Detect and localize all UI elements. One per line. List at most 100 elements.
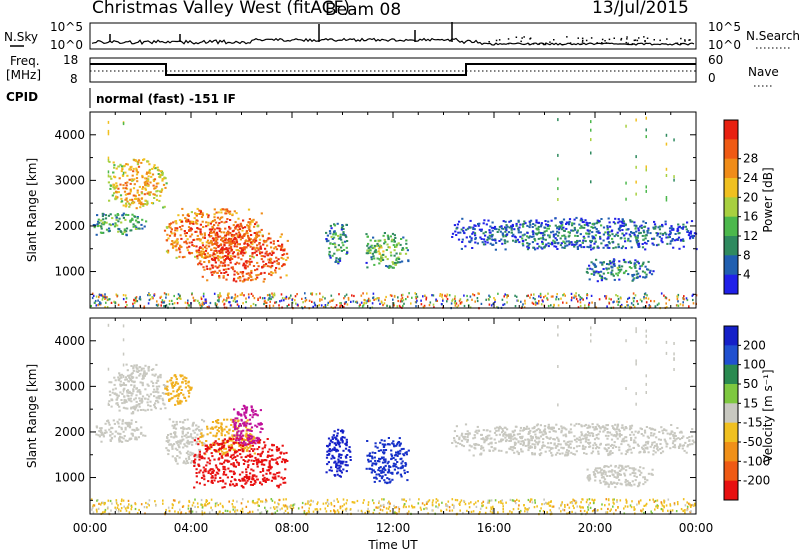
echo-cell bbox=[381, 477, 383, 479]
echo-cell bbox=[607, 231, 609, 233]
echo-cell bbox=[233, 438, 235, 440]
echo-cell bbox=[383, 235, 385, 237]
echo-cell bbox=[408, 450, 410, 452]
ground-scatter-cell bbox=[279, 300, 281, 302]
echo-cell bbox=[387, 258, 389, 260]
echo-cell bbox=[638, 243, 640, 245]
echo-cell bbox=[140, 409, 142, 411]
echo-cell bbox=[371, 468, 373, 470]
echo-cell bbox=[213, 253, 215, 255]
echo-cell bbox=[247, 480, 249, 482]
echo-cell bbox=[538, 246, 540, 248]
echo-cell bbox=[543, 227, 545, 229]
echo-cell bbox=[615, 234, 617, 236]
echo-cell bbox=[371, 465, 373, 467]
ground-scatter-cell bbox=[433, 304, 435, 306]
echo-cell bbox=[196, 481, 198, 483]
echo-cell bbox=[483, 219, 485, 221]
echo-cell bbox=[246, 230, 248, 232]
echo-cell bbox=[250, 234, 252, 236]
echo-cell bbox=[151, 202, 153, 204]
echo-cell bbox=[385, 449, 387, 451]
echo-cell bbox=[119, 184, 121, 186]
echo-cell bbox=[137, 192, 139, 194]
echo-cell bbox=[504, 242, 506, 244]
echo-cell bbox=[379, 442, 381, 444]
echo-cell bbox=[141, 228, 143, 230]
echo-cell bbox=[213, 250, 215, 252]
echo-cell bbox=[557, 235, 559, 237]
echo-cell bbox=[483, 222, 485, 224]
echo-cell bbox=[260, 272, 262, 274]
echo-cell bbox=[234, 478, 236, 480]
echo-cell bbox=[258, 442, 260, 444]
echo-cell bbox=[186, 460, 188, 462]
echo-cell bbox=[465, 229, 467, 231]
echo-cell bbox=[396, 244, 398, 246]
ground-scatter-cell bbox=[474, 301, 476, 303]
ground-scatter-cell bbox=[248, 293, 250, 295]
echo-cell bbox=[121, 374, 123, 376]
noise-search-point bbox=[602, 39, 604, 41]
echo-cell bbox=[233, 242, 235, 244]
ground-scatter-cell bbox=[613, 301, 615, 303]
echo-cell bbox=[176, 242, 178, 244]
echo-cell bbox=[532, 241, 534, 243]
ground-scatter-cell bbox=[99, 294, 101, 296]
ground-scatter-cell bbox=[677, 304, 679, 306]
echo-cell bbox=[221, 455, 223, 457]
y-tick-label: 1000 bbox=[54, 265, 85, 279]
ground-scatter-cell bbox=[242, 302, 244, 304]
echo-cell bbox=[374, 247, 376, 249]
echo-cell bbox=[660, 240, 662, 242]
echo-cell bbox=[577, 230, 579, 232]
echo-cell bbox=[376, 478, 378, 480]
echo-cell bbox=[226, 208, 228, 210]
ground-scatter-cell bbox=[609, 298, 611, 300]
echo-cell bbox=[182, 428, 184, 430]
echo-cell bbox=[644, 447, 646, 449]
ground-scatter-cell bbox=[556, 296, 558, 298]
echo-cell bbox=[374, 460, 376, 462]
echo-cell bbox=[388, 437, 390, 439]
ground-scatter-cell bbox=[414, 292, 416, 294]
echo-cell bbox=[225, 212, 227, 214]
echo-cell bbox=[569, 242, 571, 244]
echo-cell bbox=[503, 220, 505, 222]
echo-cell bbox=[255, 250, 257, 252]
echo-cell bbox=[187, 462, 189, 464]
echo-cell bbox=[193, 461, 195, 463]
echo-cell bbox=[121, 233, 123, 235]
echo-cell bbox=[274, 474, 276, 476]
noise-search-point bbox=[562, 44, 564, 46]
echo-cell bbox=[329, 448, 331, 450]
echo-cell bbox=[669, 243, 671, 245]
echo-cell bbox=[601, 279, 603, 281]
echo-cell bbox=[338, 244, 340, 246]
echo-cell bbox=[625, 247, 627, 249]
ground-scatter-cell bbox=[111, 302, 113, 304]
echo-cell bbox=[498, 441, 500, 443]
echo-cell bbox=[367, 459, 369, 461]
echo-cell bbox=[333, 253, 335, 255]
echo-cell bbox=[591, 268, 593, 270]
echo-cell bbox=[390, 252, 392, 254]
echo-cell bbox=[126, 184, 128, 186]
echo-cell bbox=[201, 429, 203, 431]
ground-scatter-cell bbox=[161, 296, 163, 298]
ground-scatter-cell bbox=[580, 296, 582, 298]
echo-cell bbox=[196, 441, 198, 443]
ground-scatter-cell bbox=[104, 298, 106, 300]
echo-cell bbox=[132, 376, 134, 378]
ground-scatter-cell bbox=[361, 302, 363, 304]
echo-cell bbox=[500, 239, 502, 241]
echo-cell bbox=[242, 281, 244, 283]
echo-cell bbox=[659, 236, 661, 238]
echo-cell bbox=[504, 231, 506, 233]
echo-cell bbox=[635, 181, 637, 184]
echo-cell bbox=[169, 443, 171, 445]
ground-scatter-cell bbox=[133, 299, 135, 301]
echo-cell bbox=[118, 395, 120, 397]
ground-scatter-cell bbox=[108, 298, 110, 300]
echo-cell bbox=[254, 480, 256, 482]
